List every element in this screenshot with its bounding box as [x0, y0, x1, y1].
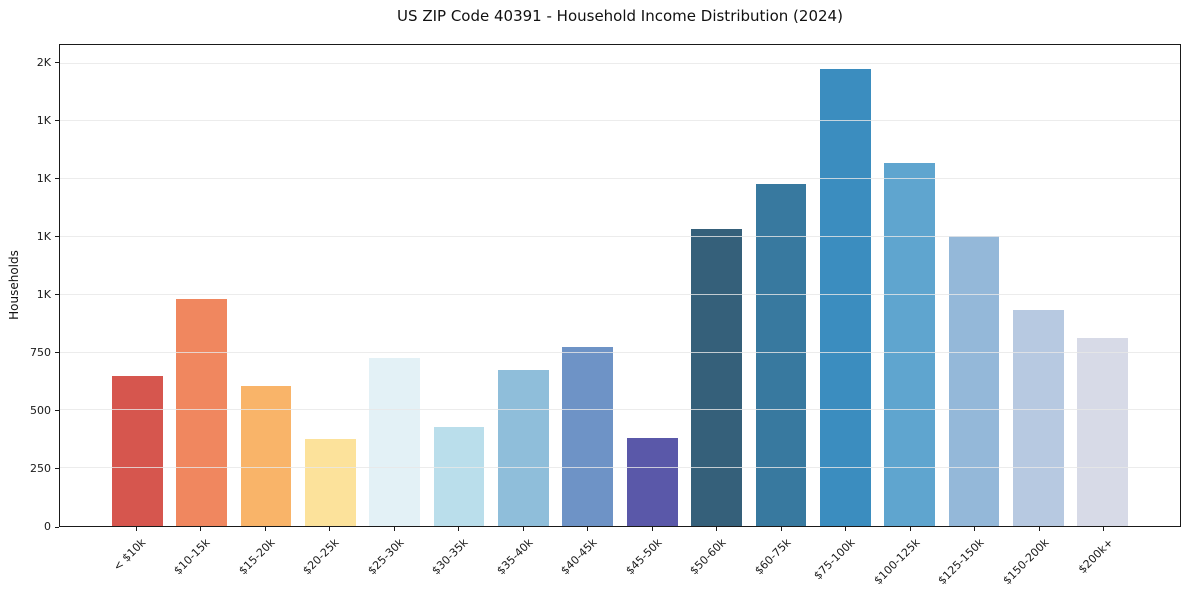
- x-tick-label: $35-40k: [494, 536, 536, 578]
- x-tick-mark: [909, 527, 911, 531]
- x-tick-label: $125-150k: [935, 536, 987, 588]
- x-tick-mark: [458, 527, 460, 531]
- x-tick-label: $50-60k: [687, 536, 729, 578]
- y-tick-label: 2K: [36, 55, 51, 69]
- bar-$40-45k: [562, 346, 614, 526]
- y-tick-label: 1K: [36, 113, 51, 127]
- bar-slot: [620, 45, 684, 526]
- y-tick-label: 500: [30, 403, 51, 417]
- bar-$30-35k: [433, 426, 485, 526]
- x-tick-label: $40-45k: [558, 536, 600, 578]
- y-tick-label: 1K: [36, 229, 51, 243]
- x-tick-label: $75-100k: [811, 536, 858, 583]
- y-tick-mark: [55, 410, 59, 412]
- x-tick-mark: [264, 527, 266, 531]
- y-tick-mark: [55, 236, 59, 238]
- y-tick-label: 1K: [36, 287, 51, 301]
- x-tick-label: $100-125k: [871, 536, 923, 588]
- bar-$10-15k: [176, 299, 227, 526]
- bar-slot: [1006, 45, 1070, 526]
- y-tick-mark: [55, 352, 59, 354]
- bar-$20-25k: [304, 439, 356, 526]
- y-tick-mark: [55, 178, 59, 180]
- bar-$150-200k: [1013, 309, 1064, 526]
- x-tick-mark: [587, 527, 589, 531]
- bar-slot: [298, 45, 362, 526]
- x-tick-label: $45-50k: [623, 536, 665, 578]
- x-tick-label: $20-25k: [300, 536, 342, 578]
- bar-$60-75k: [755, 183, 807, 526]
- bar-slot: [556, 45, 620, 526]
- x-tick-mark: [200, 527, 202, 531]
- x-tick-mark: [716, 527, 718, 531]
- y-tick-mark: [55, 468, 59, 470]
- bar-slot: [169, 45, 233, 526]
- bar-$75-100k: [819, 69, 871, 526]
- x-tick-label: < $10k: [110, 536, 149, 574]
- y-tick-mark: [55, 526, 59, 528]
- x-tick-mark: [1038, 527, 1040, 531]
- bar-$100-125k: [884, 162, 936, 526]
- x-tick-mark: [1103, 527, 1105, 531]
- x-tick-mark: [845, 527, 847, 531]
- x-tick-label: $10-15k: [171, 536, 213, 578]
- bar-slot: [105, 45, 169, 526]
- y-tick-label: 750: [30, 345, 51, 359]
- bar-slot: [491, 45, 555, 526]
- bar-slot: [749, 45, 813, 526]
- x-tick-mark: [651, 527, 653, 531]
- bar-$35-40k: [498, 369, 549, 526]
- bar-slot: [813, 45, 877, 526]
- x-tick-label: $200k+: [1075, 536, 1116, 577]
- bar-$15-20k: [240, 386, 292, 526]
- y-tick-label: 0: [44, 520, 51, 533]
- bar-$50-60k: [691, 228, 742, 526]
- bar-slot: [427, 45, 491, 526]
- bar-$45-50k: [626, 438, 678, 526]
- bar-< $10k: [111, 375, 163, 526]
- x-tick-label: $30-35k: [429, 536, 471, 578]
- x-tick-mark: [329, 527, 331, 531]
- bar-slot: [684, 45, 748, 526]
- y-tick-label: 1K: [36, 171, 51, 185]
- x-tick-mark: [780, 527, 782, 531]
- plot-area: [59, 44, 1181, 527]
- chart-title: US ZIP Code 40391 - Household Income Dis…: [397, 7, 843, 25]
- x-tick-label: $150-200k: [1000, 536, 1052, 588]
- x-tick-label: $15-20k: [236, 536, 278, 578]
- y-tick-mark: [55, 62, 59, 64]
- x-tick-label: $25-30k: [365, 536, 407, 578]
- y-axis-label: Households: [7, 250, 21, 320]
- bar-slot: [942, 45, 1006, 526]
- bar-slot: [234, 45, 298, 526]
- y-tick-mark: [55, 120, 59, 122]
- x-tick-mark: [135, 527, 137, 531]
- x-tick-mark: [974, 527, 976, 531]
- bar-slot: [363, 45, 427, 526]
- bar-$125-150k: [948, 235, 1000, 526]
- y-tick-label: 250: [30, 461, 51, 475]
- x-tick-mark: [393, 527, 395, 531]
- bars-container: [60, 45, 1180, 526]
- y-tick-mark: [55, 294, 59, 296]
- x-tick-mark: [522, 527, 524, 531]
- x-tick-label: $60-75k: [752, 536, 794, 578]
- bar-slot: [1071, 45, 1135, 526]
- bar-$200k+: [1077, 337, 1129, 526]
- bar-$25-30k: [369, 358, 421, 526]
- bar-slot: [878, 45, 942, 526]
